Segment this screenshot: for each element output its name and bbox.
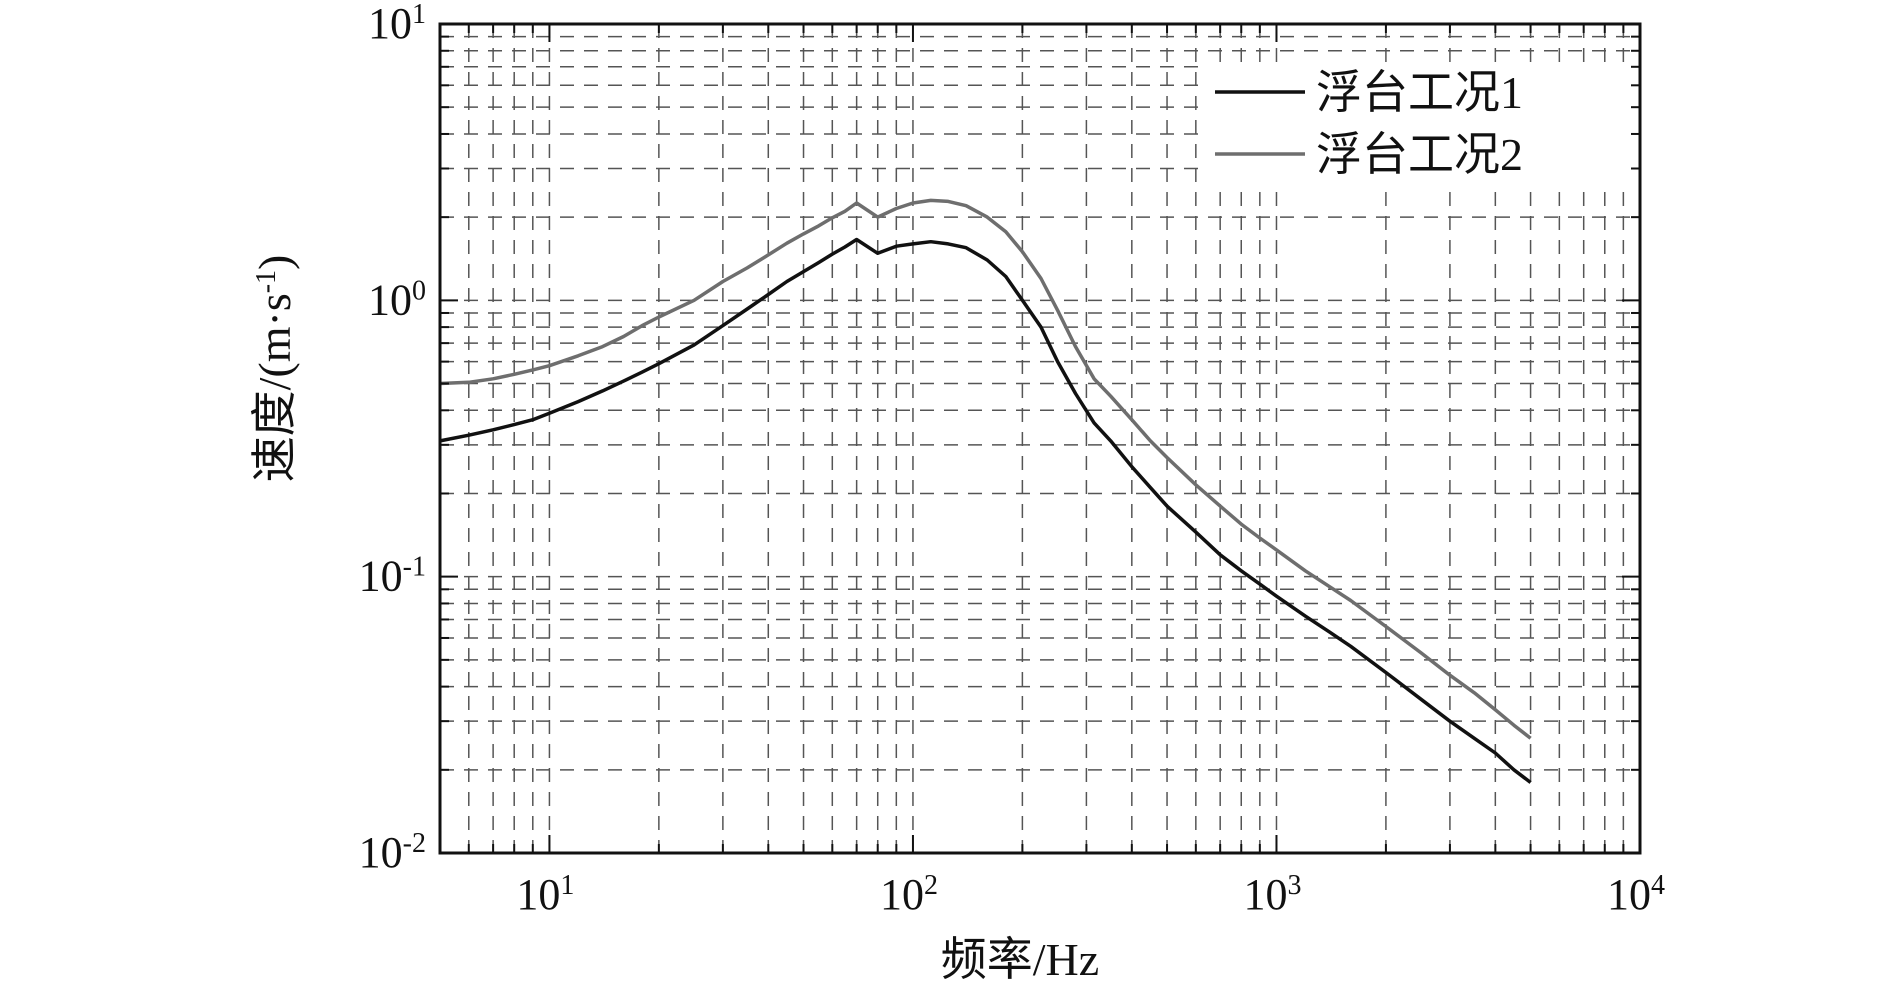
- legend-label-1: 浮台工况1: [1316, 67, 1523, 118]
- y-axis-title: 速度/(m·s-1): [249, 255, 300, 483]
- x-tick-label: 103: [1243, 870, 1301, 920]
- x-axis-title: 频率/Hz: [941, 934, 1099, 985]
- y-tick-labels: 10-2 10-1 100 101: [359, 0, 426, 877]
- plot-frame: [438, 22, 1642, 855]
- tick-layer: [440, 24, 1640, 853]
- y-tick-label: 100: [368, 275, 426, 325]
- y-tick-label: 10-1: [359, 551, 426, 601]
- series-line-1: [439, 237, 1532, 784]
- x-tick-label: 101: [516, 870, 574, 920]
- legend-box: [1205, 62, 1630, 188]
- y-tick-label: 10-2: [359, 828, 426, 878]
- series-line-2: [439, 198, 1532, 740]
- y-tick-label: 101: [368, 0, 426, 48]
- legend: 浮台工况1 浮台工况2: [1205, 62, 1630, 188]
- x-tick-label: 102: [880, 870, 938, 920]
- grid-layer: [440, 24, 1640, 853]
- series-layer: [439, 198, 1532, 784]
- x-tick-label: 104: [1607, 870, 1665, 920]
- legend-label-2: 浮台工况2: [1316, 129, 1523, 180]
- x-tick-labels: 101 102 103 104: [516, 870, 1665, 920]
